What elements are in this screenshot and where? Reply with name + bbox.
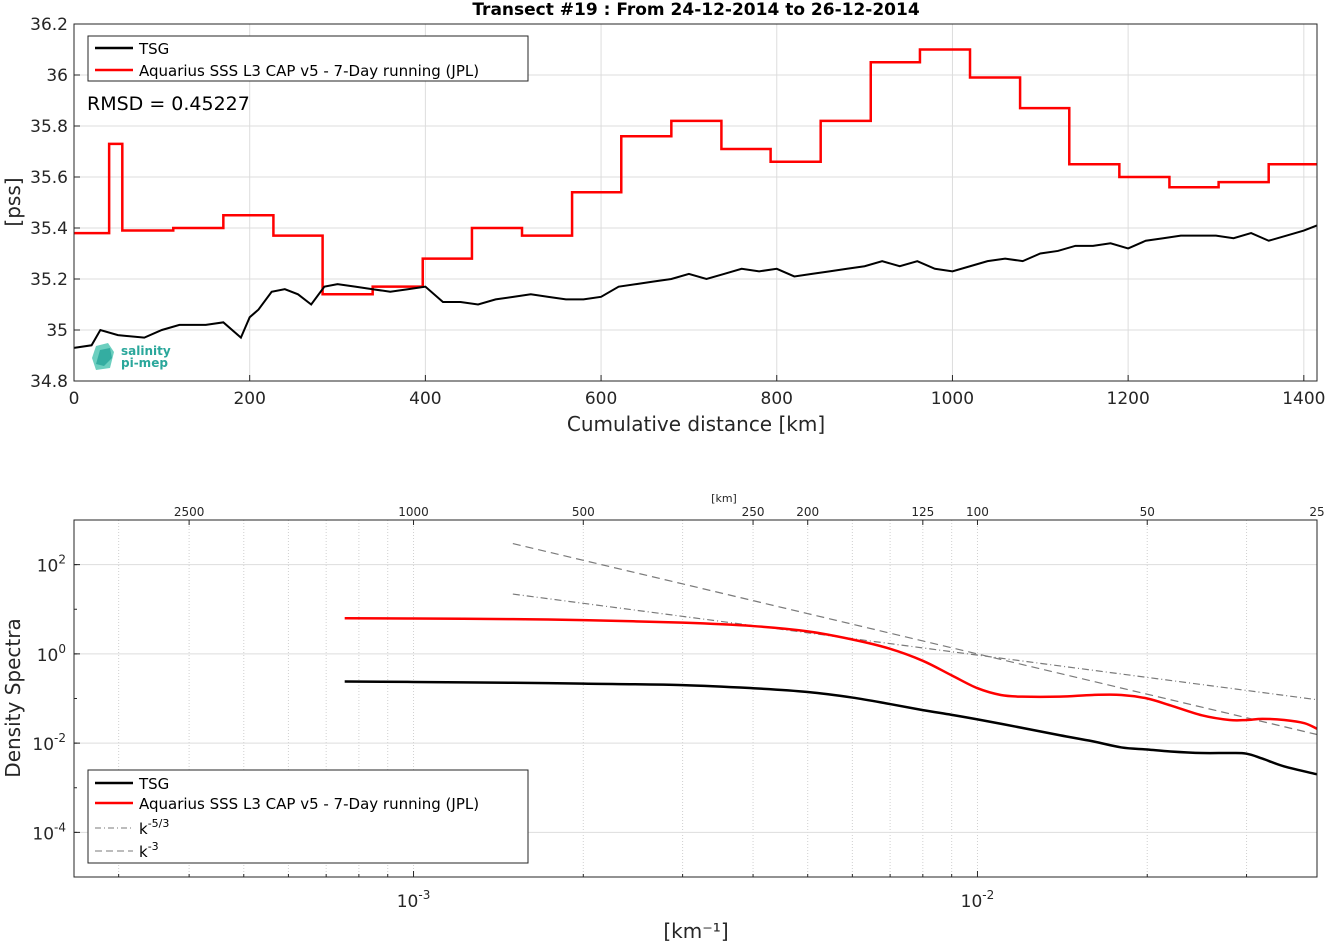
top-x-tick-label: 600 [585, 389, 617, 409]
bottom-x-label: [km⁻¹] [663, 919, 728, 942]
bottom-x-tick-label: 10-3 [397, 888, 431, 912]
bottom-legend-box [87, 769, 529, 864]
bottom-top-tick-label: 50 [1140, 505, 1155, 519]
top-plot-area [74, 24, 1317, 381]
bottom-x-tick-label: 10-2 [961, 888, 995, 912]
top-y-label: [pss] [1, 177, 25, 226]
bottom-legend-label-k53: k-5/3 [139, 817, 169, 838]
top-y-tick-label: 34.8 [30, 372, 68, 392]
top-y-tick-label: 35.4 [30, 219, 68, 239]
k-3-reference-line [512, 543, 1318, 736]
top-x-tick-label: 1200 [1107, 389, 1150, 409]
tsg-series-line [73, 224, 1318, 349]
bottom-y-tick-label: 10-2 [32, 731, 66, 755]
bottom-chart: 10-3 10-2 10-4 10-2 100 102 2500 1000 500 250 20… [1, 492, 1325, 942]
bottom-y-ticks: 10-4 10-2 100 102 [32, 553, 80, 844]
bottom-top-tick-label: 200 [796, 505, 819, 519]
top-x-tick-label: 1400 [1282, 389, 1325, 409]
top-plot-frame [73, 23, 1318, 382]
top-y-tick-label: 35.6 [30, 168, 68, 188]
top-x-label: Cumulative distance [km] [567, 412, 825, 436]
bottom-top-tick-label: 125 [911, 505, 934, 519]
bottom-legend-label-tsg: TSG [138, 775, 169, 793]
top-legend-label-tsg: TSG [138, 40, 169, 58]
top-chart: 0 200 400 600 800 1000 1200 1400 34.8 35 35.2 35.4… [1, 15, 1325, 436]
top-series [73, 48, 1318, 349]
bottom-x-ticks: 10-3 10-2 [118, 871, 1248, 912]
bottom-y-tick-label: 10-4 [32, 820, 66, 844]
bottom-top-tick-label: 500 [572, 505, 595, 519]
top-legend-box [87, 35, 529, 82]
bottom-y-tick-label: 100 [37, 642, 66, 666]
top-y-tick-label: 35 [46, 321, 68, 341]
logo-text-pimep: pi-mep [121, 356, 168, 370]
bottom-top-axis-label: [km] [711, 492, 737, 505]
bottom-legend-label-aquarius: Aquarius SSS L3 CAP v5 - 7-Day running (… [139, 795, 479, 813]
bottom-y-label: Density Spectra [1, 618, 25, 777]
bottom-top-tick-label: 25 [1309, 505, 1324, 519]
top-y-ticks: 34.8 35 35.2 35.4 35.6 35.8 36 36.2 [30, 15, 80, 392]
top-y-tick-label: 35.8 [30, 117, 68, 137]
salinity-pi-mep-logo: salinity pi-mep [92, 343, 171, 370]
aquarius-series-line [74, 48, 1317, 296]
top-x-tick-label: 400 [409, 389, 441, 409]
bottom-top-tick-label: 250 [742, 505, 765, 519]
top-x-tick-label: 800 [761, 389, 793, 409]
bottom-legend: TSG Aquarius SSS L3 CAP v5 - 7-Day runni… [87, 769, 529, 864]
tsg-spectrum-line [344, 680, 1318, 776]
top-x-tick-label: 200 [233, 389, 265, 409]
bottom-y-tick-label: 102 [37, 553, 66, 577]
bottom-series [344, 543, 1318, 776]
top-legend-label-aquarius: Aquarius SSS L3 CAP v5 - 7-Day running (… [139, 62, 479, 80]
top-x-tick-label: 1000 [931, 389, 974, 409]
bottom-top-km-ticks: 2500 1000 500 250 200 125 100 50 25 [174, 505, 1325, 525]
bottom-legend-label-k3: k-3 [139, 840, 159, 861]
logo-mark-inner-icon [96, 348, 112, 366]
top-legend: TSG Aquarius SSS L3 CAP v5 - 7-Day runni… [87, 35, 529, 82]
top-x-ticks: 0 200 400 600 800 1000 1200 1400 [69, 375, 1325, 409]
k-53-reference-line [512, 593, 1318, 701]
top-x-tick-label: 0 [69, 389, 80, 409]
chart-title: Transect #19 : From 24-12-2014 to 26-12-… [472, 0, 920, 20]
aquarius-spectrum-line [344, 616, 1318, 730]
bottom-top-tick-label: 1000 [398, 505, 429, 519]
top-y-tick-label: 36.2 [30, 15, 68, 35]
bottom-top-tick-label: 100 [966, 505, 989, 519]
bottom-top-tick-label: 2500 [174, 505, 205, 519]
rmsd-annotation: RMSD = 0.45227 [87, 93, 250, 115]
logo-text-salinity: salinity [121, 344, 171, 358]
top-y-tick-label: 36 [46, 66, 68, 86]
top-y-tick-label: 35.2 [30, 270, 68, 290]
